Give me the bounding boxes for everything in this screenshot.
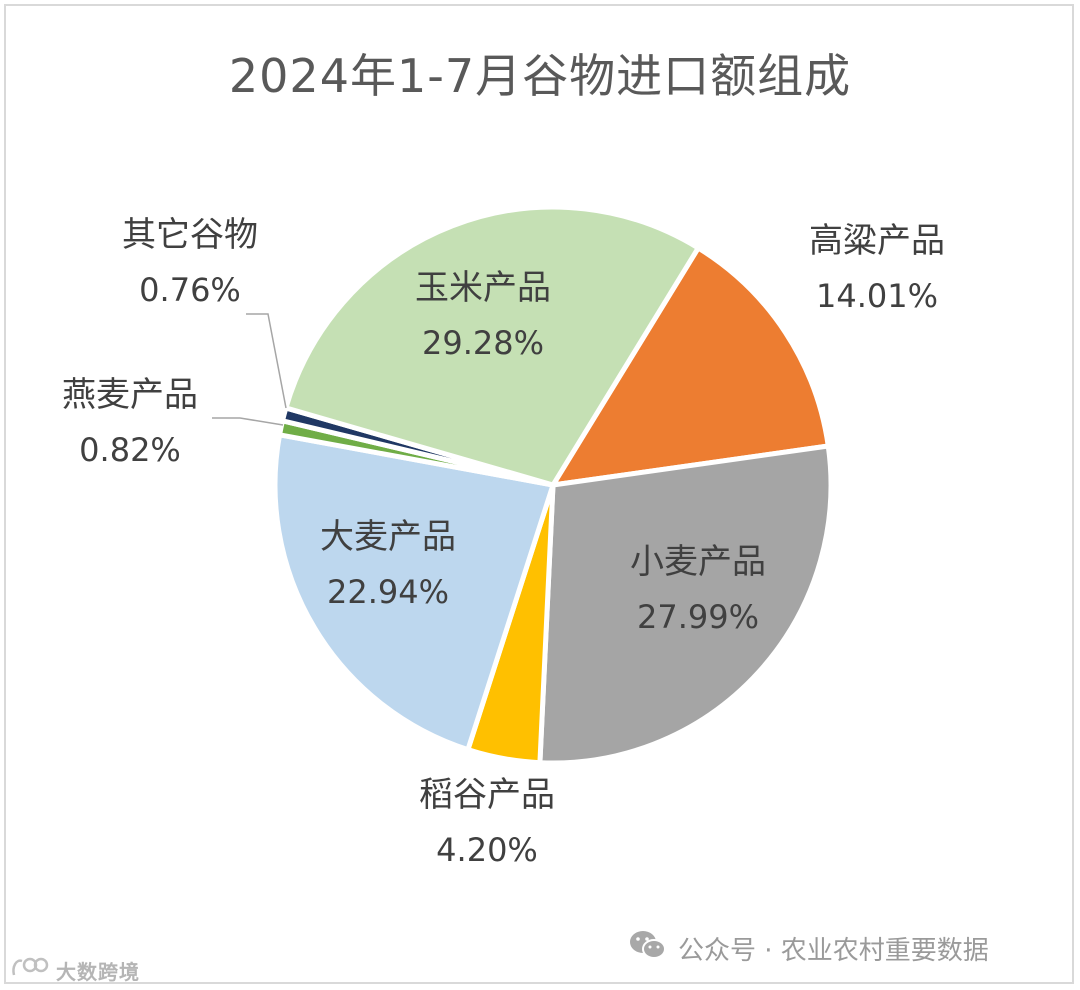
leader-line-6 (246, 313, 287, 409)
slice-category-label: 燕麦产品 (62, 375, 198, 415)
slice-category-label: 其它谷物 (122, 215, 258, 255)
pie-slice-7 (283, 204, 701, 488)
watermark-wechat: 公众号 · 农业农村重要数据 (628, 928, 989, 968)
pie-slice-1 (550, 245, 831, 488)
slice-category-label: 玉米产品 (415, 268, 551, 308)
slice-value-label: 4.20% (436, 831, 538, 869)
slice-value-label: 0.76% (139, 271, 241, 309)
wechat-icon (628, 928, 668, 969)
chart-title: 2024年1-7月谷物进口额组成 (228, 49, 852, 103)
slice-value-label: 0.82% (79, 431, 181, 469)
pie-slice-2 (537, 443, 834, 766)
leader-line-5 (212, 417, 284, 426)
watermark-brand: 大数跨境 (10, 956, 140, 984)
watermark-left-text: 大数跨境 (56, 959, 140, 984)
slice-category-label: 稻谷产品 (419, 775, 555, 815)
pie-slice-4 (272, 432, 556, 753)
slice-category-label: 大麦产品 (320, 517, 456, 557)
slice-value-label: 22.94% (327, 573, 449, 611)
slice-value-label: 14.01% (816, 277, 938, 315)
slice-category-label: 高粱产品 (809, 221, 945, 261)
slice-value-label: 27.99% (637, 598, 759, 636)
slice-value-label: 29.28% (422, 324, 544, 362)
slice-category-label: 小麦产品 (630, 542, 766, 582)
logo-icon (10, 955, 50, 986)
watermark-right-text: 公众号 · 农业农村重要数据 (678, 935, 989, 966)
